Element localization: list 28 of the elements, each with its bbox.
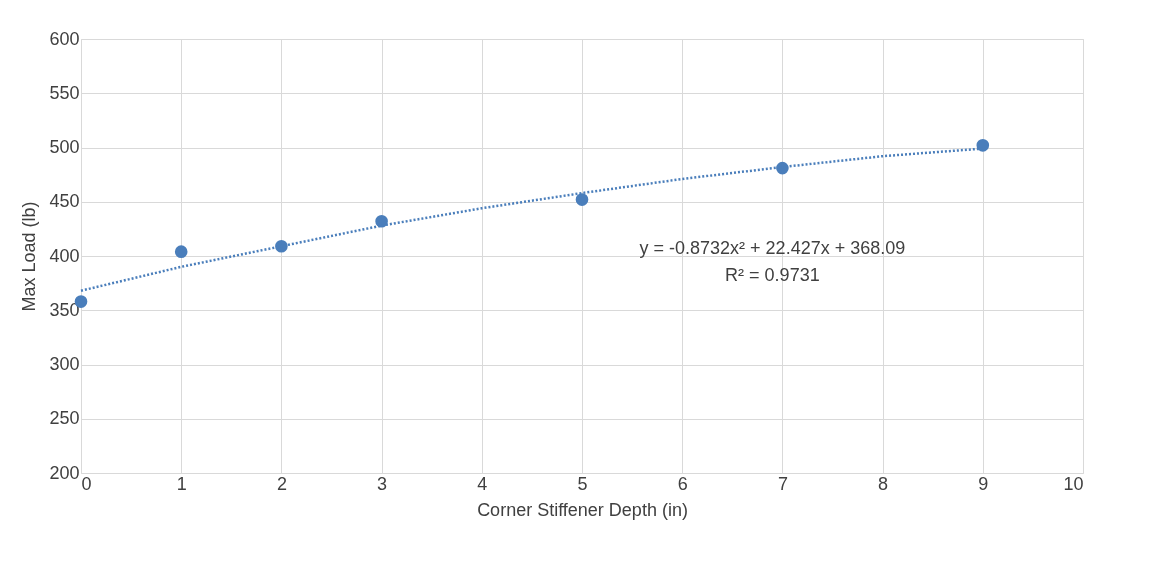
y-axis-title: Max Load (lb) (19, 201, 40, 312)
x-tick-label: 4 (477, 473, 488, 494)
y-tick-label: 200 (49, 462, 80, 483)
x-tick-label: 6 (677, 473, 688, 494)
y-tick-label: 600 (49, 28, 80, 49)
x-tick-label: 8 (878, 473, 889, 494)
annotation: R² = 0.9731 (725, 264, 820, 285)
x-tick-label: 10 (1063, 473, 1084, 494)
x-axis-title: Corner Stiffener Depth (in) (477, 499, 688, 520)
point (976, 139, 990, 152)
y-tick-label: 250 (49, 408, 80, 429)
x-tick-label: 9 (978, 473, 989, 494)
x-tick-label: 5 (577, 473, 588, 494)
point (174, 245, 188, 258)
y-tick-label: 550 (49, 82, 80, 103)
y-tick-label: 300 (49, 354, 80, 374)
x-tick-label: 7 (777, 473, 788, 494)
x-tick-label: 2 (276, 473, 287, 494)
y-tick-label: 400 (49, 245, 80, 266)
point (575, 193, 589, 206)
x-tick-label: 1 (176, 473, 187, 494)
annotation: y = -0.8732x² + 22.427x + 368.09 (639, 238, 906, 259)
x-tick-label: 3 (377, 473, 388, 494)
point (375, 214, 388, 228)
x-tick-label: 0 (81, 473, 92, 494)
y-tick-label: 450 (49, 191, 80, 212)
y-tick-label: 500 (49, 137, 80, 157)
y-tick-label: 350 (49, 299, 80, 320)
